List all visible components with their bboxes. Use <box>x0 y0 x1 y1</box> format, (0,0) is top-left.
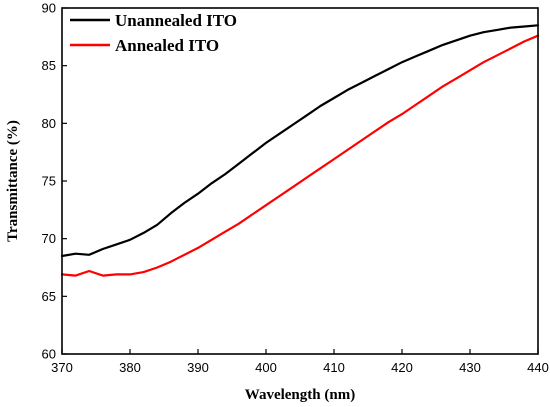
y-tick-label: 75 <box>42 174 56 189</box>
legend-label: Annealed ITO <box>115 36 219 55</box>
legend: Unannealed ITO Annealed ITO <box>70 11 237 55</box>
series-line-annealed-ito <box>60 34 540 277</box>
y-tick-label: 90 <box>42 1 56 16</box>
x-axis-title: Wavelength (nm) <box>245 387 355 403</box>
x-tick-label: 380 <box>119 360 141 375</box>
x-tick-label: 430 <box>459 360 481 375</box>
x-tick-label: 370 <box>51 360 73 375</box>
series-line-unannealed-ito <box>60 24 540 258</box>
y-tick-label: 70 <box>42 231 56 246</box>
y-axis-title: Transmittance (%) <box>5 120 21 242</box>
y-tick-label: 65 <box>42 289 56 304</box>
x-tick-label: 410 <box>323 360 345 375</box>
plot-area-frame <box>61 7 539 355</box>
y-tick-label: 60 <box>42 347 56 362</box>
x-tick-label: 440 <box>527 360 549 375</box>
y-tick-label: 80 <box>42 116 56 131</box>
y-tick-label: 85 <box>42 58 56 73</box>
x-tick-label: 420 <box>391 360 413 375</box>
legend-label: Unannealed ITO <box>115 11 237 30</box>
x-tick-label: 390 <box>187 360 209 375</box>
x-tick-label: 400 <box>255 360 277 375</box>
